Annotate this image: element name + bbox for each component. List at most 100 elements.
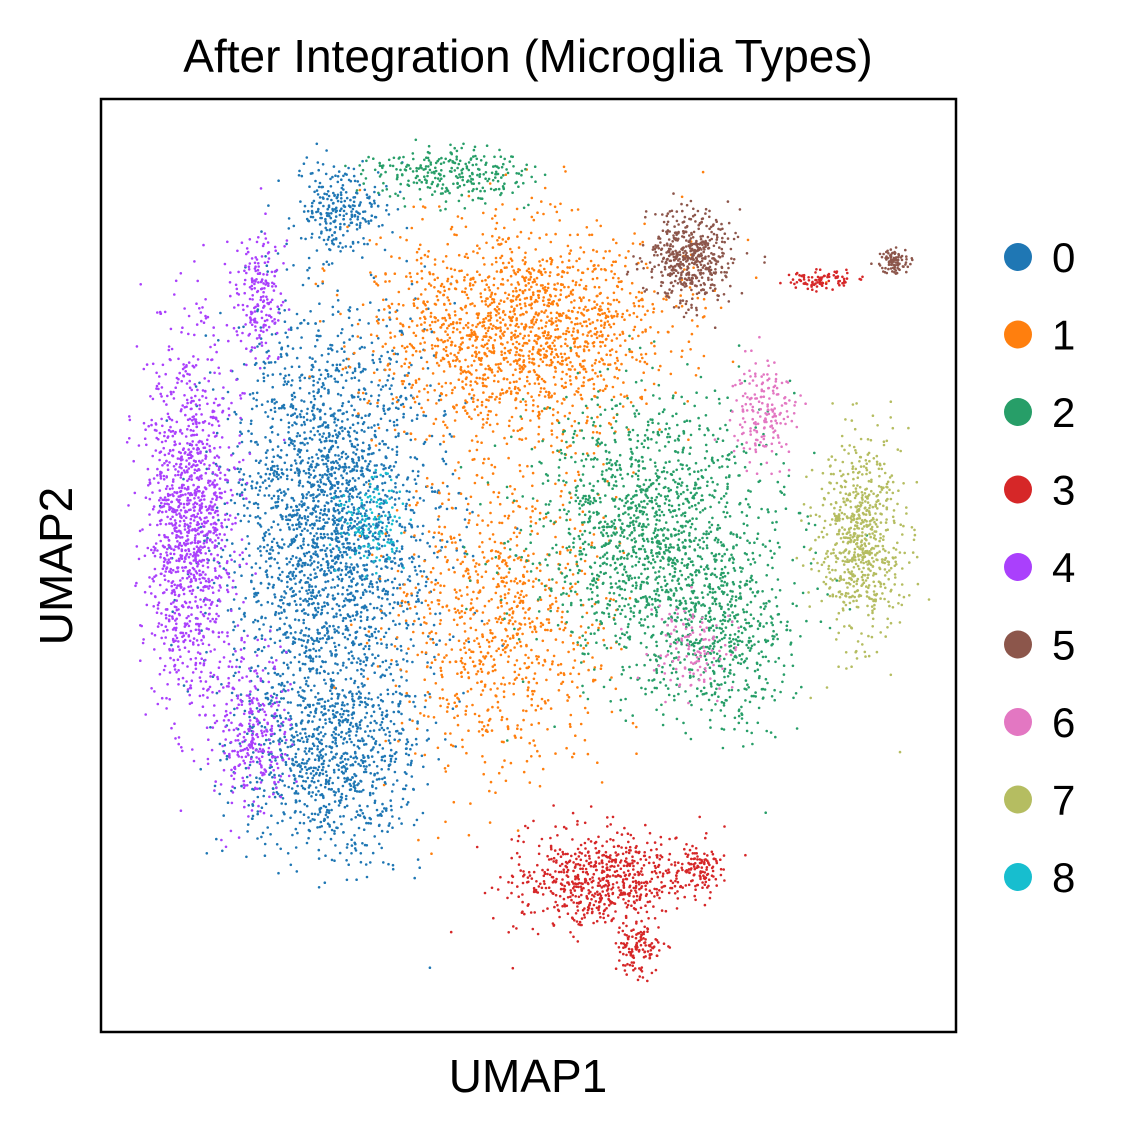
point-cluster-1 bbox=[490, 371, 494, 374]
point-cluster-0 bbox=[277, 307, 281, 311]
point-cluster-0 bbox=[330, 239, 334, 243]
point-cluster-0 bbox=[391, 679, 395, 682]
point-cluster-1 bbox=[534, 320, 538, 324]
point-cluster-0 bbox=[329, 228, 332, 231]
point-cluster-0 bbox=[342, 661, 345, 665]
point-cluster-0 bbox=[355, 448, 359, 451]
point-cluster-0 bbox=[379, 388, 383, 391]
point-cluster-0 bbox=[309, 711, 313, 714]
point-cluster-1 bbox=[519, 230, 523, 234]
point-cluster-0 bbox=[328, 776, 332, 780]
point-cluster-0 bbox=[273, 474, 276, 477]
point-cluster-0 bbox=[327, 709, 330, 712]
point-cluster-0 bbox=[345, 472, 349, 475]
point-cluster-0 bbox=[320, 488, 323, 492]
point-cluster-1 bbox=[524, 400, 527, 403]
point-cluster-1 bbox=[361, 303, 365, 307]
point-cluster-0 bbox=[323, 509, 326, 513]
point-cluster-0 bbox=[353, 367, 357, 371]
point-cluster-1 bbox=[390, 255, 393, 258]
point-cluster-0 bbox=[397, 817, 401, 820]
point-cluster-0 bbox=[306, 268, 309, 272]
point-cluster-0 bbox=[312, 390, 315, 393]
point-cluster-0 bbox=[317, 732, 321, 736]
point-cluster-1 bbox=[500, 388, 504, 392]
point-cluster-1 bbox=[628, 292, 632, 295]
point-cluster-0 bbox=[327, 593, 330, 596]
point-cluster-1 bbox=[491, 327, 494, 331]
point-cluster-0 bbox=[326, 566, 330, 569]
point-cluster-0 bbox=[356, 241, 360, 244]
point-cluster-0 bbox=[270, 575, 274, 579]
point-cluster-0 bbox=[303, 676, 307, 680]
point-cluster-0 bbox=[321, 476, 324, 479]
point-cluster-0 bbox=[352, 167, 356, 171]
point-cluster-0 bbox=[318, 671, 322, 675]
point-cluster-0 bbox=[264, 511, 267, 515]
point-cluster-0 bbox=[316, 768, 320, 771]
point-cluster-0 bbox=[321, 458, 324, 462]
point-cluster-1 bbox=[381, 318, 385, 322]
point-cluster-1 bbox=[553, 344, 556, 348]
point-cluster-0 bbox=[364, 414, 367, 418]
point-cluster-0 bbox=[413, 694, 417, 698]
point-cluster-1 bbox=[547, 333, 550, 337]
point-cluster-0 bbox=[272, 455, 276, 459]
point-cluster-0 bbox=[362, 675, 365, 678]
point-cluster-0 bbox=[342, 209, 346, 213]
point-cluster-0 bbox=[310, 556, 313, 559]
point-cluster-0 bbox=[265, 549, 269, 553]
point-cluster-0 bbox=[299, 461, 302, 465]
point-cluster-0 bbox=[379, 498, 383, 501]
point-cluster-0 bbox=[296, 704, 300, 707]
point-cluster-0 bbox=[348, 633, 352, 637]
point-cluster-0 bbox=[264, 254, 267, 258]
point-cluster-1 bbox=[488, 288, 492, 292]
point-cluster-0 bbox=[267, 672, 270, 675]
point-cluster-0 bbox=[331, 434, 335, 438]
point-cluster-0 bbox=[365, 658, 369, 662]
point-cluster-0 bbox=[330, 858, 334, 862]
point-cluster-0 bbox=[412, 823, 416, 827]
point-cluster-1 bbox=[403, 346, 407, 350]
point-cluster-0 bbox=[324, 172, 328, 176]
point-cluster-0 bbox=[337, 604, 341, 608]
point-cluster-1 bbox=[415, 395, 419, 399]
point-cluster-1 bbox=[495, 395, 498, 399]
point-cluster-1 bbox=[611, 385, 615, 389]
point-cluster-0 bbox=[359, 221, 362, 225]
point-cluster-0 bbox=[323, 670, 327, 674]
point-cluster-0 bbox=[348, 309, 352, 313]
point-cluster-0 bbox=[256, 812, 260, 816]
point-cluster-0 bbox=[274, 759, 277, 762]
point-cluster-1 bbox=[460, 269, 463, 273]
point-cluster-0 bbox=[303, 662, 307, 666]
point-cluster-1 bbox=[465, 311, 469, 315]
point-cluster-0 bbox=[291, 554, 295, 558]
point-cluster-0 bbox=[343, 604, 347, 607]
point-cluster-0 bbox=[294, 574, 298, 578]
point-cluster-0 bbox=[314, 766, 317, 770]
point-cluster-1 bbox=[606, 320, 610, 323]
point-cluster-1 bbox=[412, 331, 416, 335]
point-cluster-0 bbox=[380, 726, 384, 730]
point-cluster-0 bbox=[448, 432, 452, 436]
point-cluster-0 bbox=[400, 545, 404, 548]
point-cluster-1 bbox=[392, 346, 396, 350]
point-cluster-1 bbox=[463, 278, 466, 282]
point-cluster-0 bbox=[334, 439, 338, 443]
point-cluster-0 bbox=[346, 490, 350, 493]
point-cluster-1 bbox=[582, 384, 585, 388]
point-cluster-0 bbox=[375, 721, 378, 725]
point-cluster-1 bbox=[484, 378, 487, 381]
point-cluster-0 bbox=[351, 725, 355, 728]
point-cluster-0 bbox=[407, 498, 411, 502]
point-cluster-1 bbox=[445, 266, 449, 270]
point-cluster-0 bbox=[315, 671, 319, 675]
point-cluster-1 bbox=[556, 282, 559, 285]
point-cluster-1 bbox=[506, 341, 509, 344]
point-cluster-0 bbox=[446, 485, 449, 488]
point-cluster-1 bbox=[586, 334, 589, 337]
point-cluster-0 bbox=[380, 642, 383, 645]
point-cluster-0 bbox=[349, 619, 353, 623]
